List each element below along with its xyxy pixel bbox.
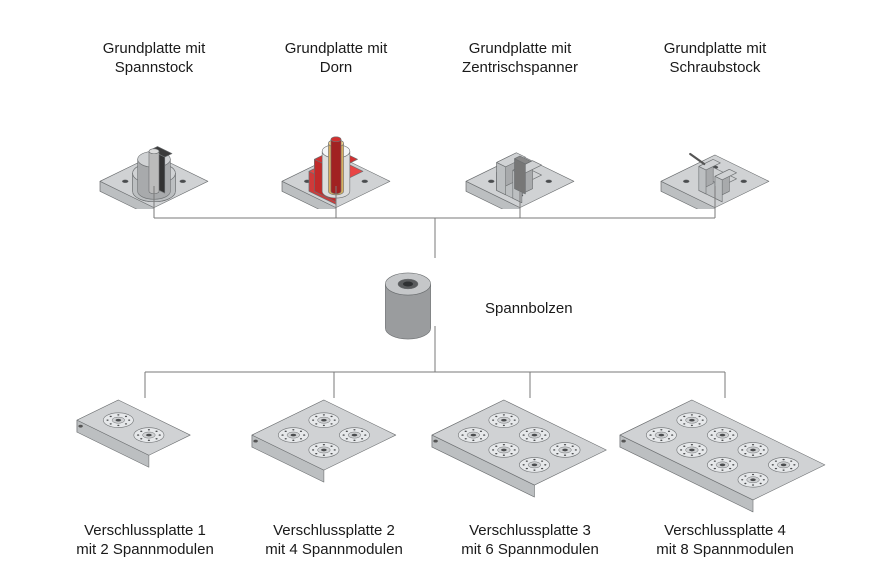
bottom-label-0: Verschlussplatte 1 mit 2 Spannmodulen: [35, 522, 255, 560]
baseplate-spannstock: [74, 69, 234, 209]
closure-plate-1: [75, 398, 192, 469]
closure-plate-3: [430, 398, 608, 499]
baseplate-dorn: [256, 69, 416, 209]
baseplate-schraubstock: [635, 69, 795, 209]
spannbolzen-label: Spannbolzen: [485, 300, 625, 319]
bottom-label-3: Verschlussplatte 4 mit 8 Spannmodulen: [615, 522, 835, 560]
bottom-label-2: Verschlussplatte 3 mit 6 Spannmodulen: [420, 522, 640, 560]
spannbolzen-graphic: [373, 262, 443, 342]
closure-plate-2: [250, 398, 398, 484]
baseplate-zentrisch: [440, 69, 600, 209]
bottom-label-1: Verschlussplatte 2 mit 4 Spannmodulen: [224, 522, 444, 560]
closure-plate-4: [618, 398, 827, 514]
